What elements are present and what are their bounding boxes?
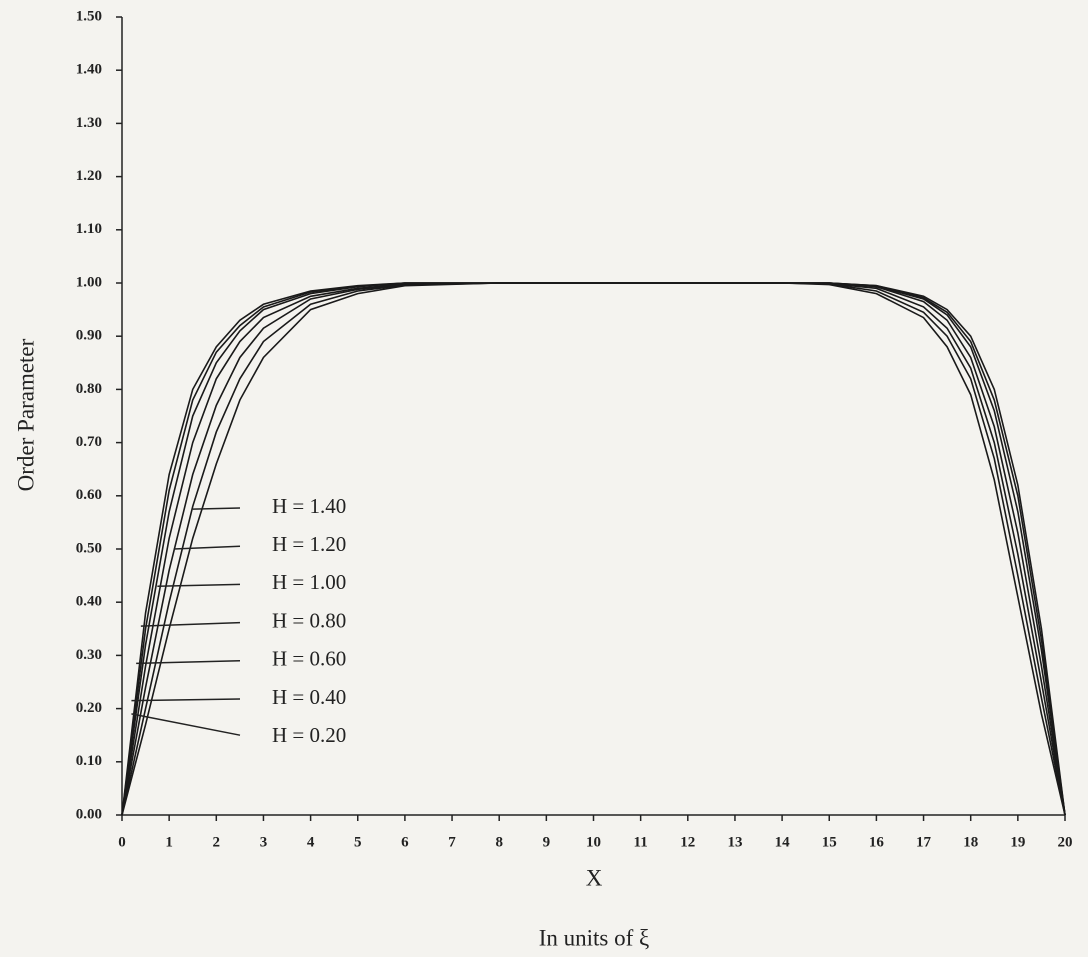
x-tick-label: 14 bbox=[775, 834, 791, 850]
x-tick-label: 17 bbox=[916, 834, 932, 850]
y-tick-label: 0.40 bbox=[76, 594, 102, 610]
x-tick-label: 9 bbox=[543, 834, 551, 850]
annotation-label: H = 0.40 bbox=[272, 685, 346, 709]
x-tick-label: 13 bbox=[727, 834, 742, 850]
x-tick-label: 18 bbox=[963, 834, 978, 850]
y-tick-label: 0.90 bbox=[76, 328, 102, 344]
y-tick-label: 0.50 bbox=[76, 540, 102, 556]
y-tick-label: 0.60 bbox=[76, 487, 102, 503]
annotation-label: H = 0.60 bbox=[272, 647, 346, 671]
y-tick-label: 0.80 bbox=[76, 381, 102, 397]
annotation-label: H = 1.00 bbox=[272, 570, 346, 594]
x-tick-label: 1 bbox=[165, 834, 173, 850]
x-tick-label: 3 bbox=[260, 834, 268, 850]
x-tick-label: 0 bbox=[118, 834, 126, 850]
x-tick-label: 8 bbox=[495, 834, 503, 850]
y-tick-label: 0.30 bbox=[76, 647, 102, 663]
annotation-label: H = 0.80 bbox=[272, 608, 346, 632]
x-tick-label: 12 bbox=[680, 834, 695, 850]
annotation-label: H = 1.40 bbox=[272, 494, 346, 518]
annotation-label: H = 0.20 bbox=[272, 723, 346, 747]
y-tick-label: 1.50 bbox=[76, 8, 102, 24]
x-tick-label: 4 bbox=[307, 834, 315, 850]
x-tick-label: 11 bbox=[634, 834, 648, 850]
y-tick-label: 1.20 bbox=[76, 168, 102, 184]
series-line bbox=[121, 282, 1066, 816]
annotation-leader bbox=[131, 713, 241, 736]
y-tick-label: 1.30 bbox=[76, 115, 102, 131]
y-tick-label: 1.40 bbox=[76, 62, 102, 78]
x-tick-label: 5 bbox=[354, 834, 362, 850]
x-axis-label: X bbox=[586, 865, 603, 890]
series-line bbox=[121, 282, 1066, 816]
series-line bbox=[121, 282, 1066, 816]
series-line bbox=[121, 282, 1066, 816]
series-line bbox=[121, 282, 1066, 816]
y-tick-label: 1.10 bbox=[76, 221, 102, 237]
x-tick-label: 7 bbox=[448, 834, 456, 850]
x-axis-note: In units of ξ bbox=[539, 925, 650, 950]
annotation-label: H = 1.20 bbox=[272, 532, 346, 556]
annotation-leader bbox=[140, 621, 241, 627]
y-tick-label: 0.10 bbox=[76, 753, 102, 769]
annotation-leader bbox=[173, 545, 241, 550]
y-axis-label: Order Parameter bbox=[13, 338, 38, 491]
y-tick-label: 0.70 bbox=[76, 434, 102, 450]
y-tick-label: 0.00 bbox=[76, 806, 102, 822]
x-tick-label: 10 bbox=[586, 834, 601, 850]
x-tick-label: 19 bbox=[1010, 834, 1025, 850]
annotation-leader bbox=[131, 698, 241, 702]
y-tick-label: 1.00 bbox=[76, 274, 102, 290]
series-line bbox=[121, 282, 1066, 816]
annotation-leader bbox=[136, 660, 241, 665]
y-tick-label: 0.20 bbox=[76, 700, 102, 716]
x-tick-label: 6 bbox=[401, 834, 409, 850]
annotation-leader bbox=[192, 507, 241, 510]
series-line bbox=[121, 282, 1066, 816]
x-tick-label: 16 bbox=[869, 834, 885, 850]
x-tick-label: 15 bbox=[822, 834, 837, 850]
x-tick-label: 2 bbox=[213, 834, 221, 850]
x-tick-label: 20 bbox=[1058, 834, 1073, 850]
annotation-leader bbox=[157, 583, 241, 587]
